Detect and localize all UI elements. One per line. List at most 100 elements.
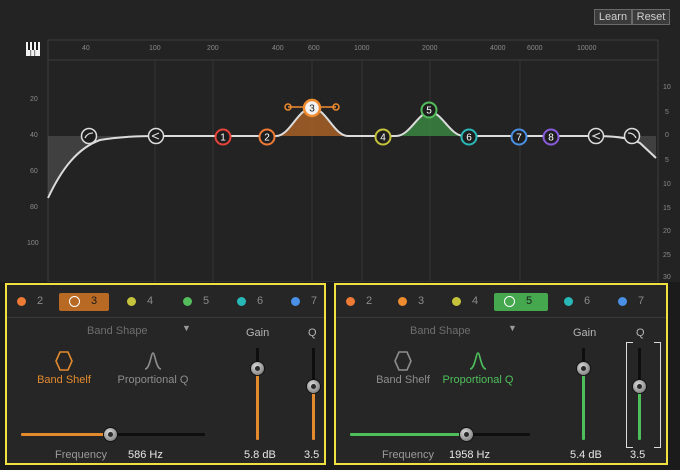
q-slider-knob[interactable] — [633, 380, 646, 393]
response-curve — [47, 106, 657, 199]
band-color-dot — [398, 297, 407, 306]
level-tick-label: 100 — [27, 240, 39, 247]
frequency-slider-fill — [350, 433, 466, 436]
eq-curve — [47, 103, 657, 199]
frequency-slider-knob[interactable] — [460, 428, 473, 441]
freq-tick-label: 2000 — [422, 45, 438, 52]
svg-text:2: 2 — [264, 133, 270, 144]
gain-tick-label: 5 — [665, 109, 669, 116]
band-tab-5[interactable]: 5 — [494, 293, 548, 311]
band-tab-2[interactable]: 2 — [346, 293, 376, 311]
gain-tick-label: 30 — [663, 274, 671, 281]
gain-value[interactable]: 5.4 dB — [570, 449, 602, 461]
band-tabs: 2 3 4 5 6 7 — [7, 285, 324, 318]
band-color-dot — [564, 297, 573, 306]
freq-tick-label: 600 — [308, 45, 320, 52]
band-shape-header: Band Shape — [87, 325, 148, 337]
learn-button[interactable]: Learn — [594, 9, 632, 25]
band-node-3[interactable]: 3 — [302, 98, 322, 118]
band-tab-2[interactable]: 2 — [17, 293, 47, 311]
q-slider[interactable] — [638, 348, 641, 440]
freq-tick-label: 100 — [149, 45, 161, 52]
band-tab-label: 6 — [584, 295, 591, 307]
gain-tick-label: 10 — [663, 84, 671, 91]
band-tab-label: 4 — [472, 295, 479, 307]
band-color-dot — [346, 297, 355, 306]
band-node-5[interactable]: 5 — [420, 101, 438, 119]
high-shelf-handle[interactable] — [587, 127, 605, 145]
band-tab-4[interactable]: 4 — [452, 293, 482, 311]
band-5-fill — [396, 112, 464, 136]
band-color-dot — [183, 297, 192, 306]
band-shelf-icon — [55, 351, 73, 371]
band-shelf-label: Band Shelf — [376, 374, 430, 386]
band-node-2[interactable]: 2 — [258, 128, 276, 146]
band-shape-header: Band Shape — [410, 325, 471, 337]
freq-tick-label: 4000 — [490, 45, 506, 52]
band-node-1[interactable]: 1 — [214, 128, 232, 146]
low-cut-handle[interactable] — [80, 127, 98, 145]
eq-grid — [47, 39, 659, 282]
band-node-4[interactable]: 4 — [374, 128, 392, 146]
frequency-value[interactable]: 1958 Hz — [449, 449, 490, 461]
frequency-slider[interactable] — [350, 433, 530, 436]
gain-slider-knob[interactable] — [251, 362, 264, 375]
band-color-dot — [237, 297, 246, 306]
gain-tick-label: 10 — [663, 181, 671, 188]
level-tick-label: 40 — [30, 132, 38, 139]
frequency-value[interactable]: 586 Hz — [128, 449, 163, 461]
band-tab-3[interactable]: 3 — [398, 293, 428, 311]
band-tab-6[interactable]: 6 — [564, 293, 594, 311]
gain-tick-label: 0 — [665, 132, 669, 139]
band-shelf-option[interactable]: Band Shelf — [29, 350, 99, 400]
q-value[interactable]: 3.5 — [630, 449, 646, 461]
reset-button[interactable]: Reset — [632, 9, 670, 25]
proportional-q-icon — [469, 352, 487, 370]
gain-slider[interactable] — [256, 348, 259, 440]
band-shape-dropdown-arrow-icon[interactable]: ▼ — [508, 323, 517, 333]
frequency-label: Frequency — [382, 449, 434, 461]
q-handle-left — [284, 103, 292, 111]
q-selection-bracket-left — [626, 342, 633, 448]
band-node-7[interactable]: 7 — [510, 128, 528, 146]
gain-value[interactable]: 5.8 dB — [244, 449, 276, 461]
gain-slider[interactable] — [582, 348, 585, 440]
svg-text:8: 8 — [548, 133, 554, 144]
frequency-slider-knob[interactable] — [104, 428, 117, 441]
band-shelf-option[interactable]: Band Shelf — [368, 350, 438, 400]
band-tab-5[interactable]: 5 — [183, 293, 213, 311]
band-tab-label: 3 — [91, 295, 98, 307]
high-cut-handle[interactable] — [623, 127, 641, 145]
band-node-8[interactable]: 8 — [542, 128, 560, 146]
q-selection-bracket-right — [654, 342, 661, 448]
band-tab-3[interactable]: 3 — [59, 293, 109, 311]
q-slider-knob[interactable] — [307, 380, 320, 393]
level-tick-label: 80 — [30, 204, 38, 211]
band-tab-label: 7 — [311, 295, 318, 307]
band-3-fill — [276, 108, 348, 136]
gain-label: Gain — [573, 327, 597, 339]
band-tab-4[interactable]: 4 — [127, 293, 157, 311]
band-shape-dropdown-arrow-icon[interactable]: ▼ — [182, 323, 191, 333]
band-tab-7[interactable]: 7 — [618, 293, 648, 311]
band-tab-6[interactable]: 6 — [237, 293, 267, 311]
band-node-6[interactable]: 6 — [460, 128, 478, 146]
freq-tick-label: 200 — [207, 45, 219, 52]
band-tab-label: 7 — [638, 295, 645, 307]
band-color-dot — [17, 297, 26, 306]
q-value[interactable]: 3.5 — [304, 449, 320, 461]
piano-keyboard-icon[interactable] — [26, 42, 40, 56]
eq-graph-display[interactable]: Learn Reset 40 100 200 400 600 1000 — [0, 0, 680, 282]
q-slider[interactable] — [312, 348, 315, 440]
proportional-q-option[interactable]: Proportional Q — [107, 350, 199, 400]
proportional-q-label: Proportional Q — [117, 374, 189, 386]
level-tick-label: 20 — [30, 96, 38, 103]
band-tab-label: 5 — [203, 295, 210, 307]
low-shelf-handle[interactable] — [147, 127, 165, 145]
gain-slider-knob[interactable] — [577, 362, 590, 375]
proportional-q-option[interactable]: Proportional Q — [432, 350, 524, 400]
svg-text:3: 3 — [309, 104, 315, 115]
band-tab-label: 2 — [37, 295, 44, 307]
svg-text:4: 4 — [380, 133, 386, 144]
band-tab-7[interactable]: 7 — [291, 293, 321, 311]
